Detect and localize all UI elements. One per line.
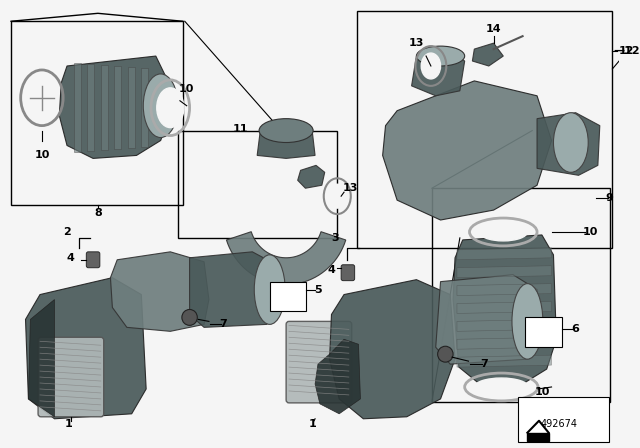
Polygon shape [383,81,552,220]
Bar [269,282,307,311]
Polygon shape [457,337,552,349]
Polygon shape [87,64,94,151]
Text: 2: 2 [63,227,71,237]
Text: 7: 7 [480,359,488,369]
Text: 13: 13 [343,183,358,193]
Ellipse shape [438,346,453,362]
Polygon shape [74,63,81,152]
Ellipse shape [512,284,543,359]
Polygon shape [26,278,146,419]
Text: 14: 14 [486,24,501,34]
Text: 13: 13 [409,38,424,48]
Text: 10: 10 [179,84,195,94]
Bar [518,397,609,442]
Text: 1: 1 [65,419,73,429]
Polygon shape [453,235,556,386]
Ellipse shape [479,223,527,241]
Polygon shape [257,125,315,159]
Text: 4: 4 [328,265,335,275]
Polygon shape [315,339,360,414]
Ellipse shape [554,113,588,172]
Polygon shape [436,275,540,364]
Polygon shape [457,355,552,367]
Text: 10: 10 [34,151,50,160]
Bar [356,11,612,248]
Text: 9: 9 [605,193,613,203]
Text: 7: 7 [220,319,227,329]
Ellipse shape [417,46,465,66]
Ellipse shape [157,88,184,128]
Polygon shape [141,68,148,147]
Ellipse shape [182,310,197,325]
Polygon shape [28,300,54,417]
Polygon shape [457,302,552,314]
Text: —12: —12 [614,46,640,56]
FancyBboxPatch shape [86,252,100,268]
Polygon shape [101,65,108,151]
Ellipse shape [143,74,178,138]
Polygon shape [527,433,548,441]
Bar [432,188,611,402]
Ellipse shape [421,53,440,79]
Text: 3: 3 [332,233,339,243]
Text: 12: 12 [619,46,635,56]
Polygon shape [330,280,455,419]
FancyBboxPatch shape [286,321,352,403]
Text: 5: 5 [314,284,322,295]
Polygon shape [298,165,324,188]
Polygon shape [189,252,279,327]
Bar [525,318,562,347]
Bar [11,21,183,205]
Text: 10: 10 [582,227,598,237]
Text: 4: 4 [67,253,75,263]
Polygon shape [227,232,346,284]
Ellipse shape [254,255,285,324]
Text: 10: 10 [534,387,550,397]
Text: 6: 6 [572,324,580,334]
Ellipse shape [259,119,313,142]
Polygon shape [472,43,503,66]
Ellipse shape [474,378,529,396]
Ellipse shape [328,184,346,208]
Polygon shape [128,67,134,148]
Polygon shape [115,66,121,150]
Polygon shape [457,248,552,260]
Polygon shape [111,252,209,332]
Bar [178,130,337,238]
Polygon shape [457,266,552,278]
Text: 11: 11 [233,124,248,134]
Text: 492674: 492674 [541,419,578,429]
FancyBboxPatch shape [38,337,104,417]
Text: 1: 1 [308,419,316,429]
Polygon shape [457,319,552,332]
Polygon shape [412,49,465,96]
Text: 8: 8 [94,208,102,218]
Ellipse shape [26,76,58,120]
Polygon shape [537,113,600,175]
Polygon shape [60,56,170,159]
Polygon shape [457,284,552,296]
FancyBboxPatch shape [341,265,355,280]
